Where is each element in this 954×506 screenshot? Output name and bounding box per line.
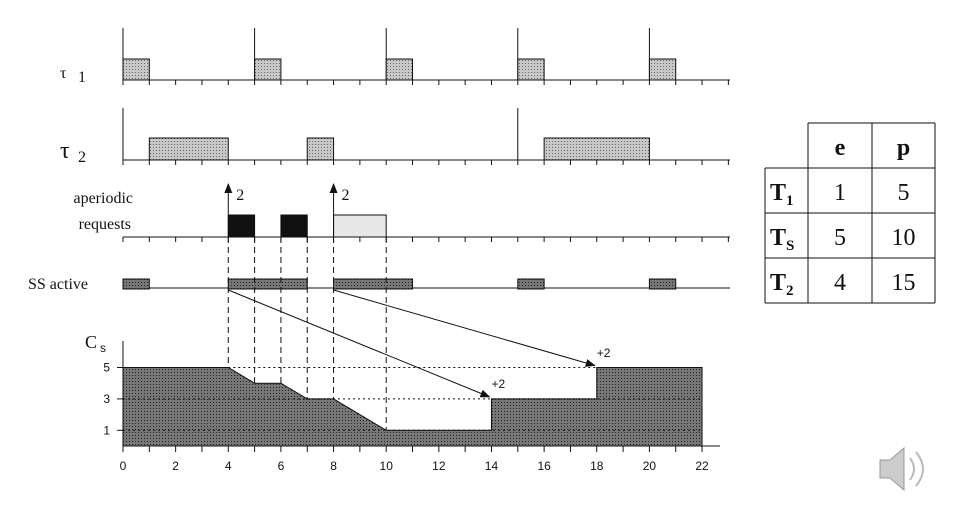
time-tick: 8	[330, 459, 337, 473]
time-tick: 12	[432, 459, 446, 473]
ss-active-label: SS active	[28, 276, 88, 293]
time-tick: 20	[643, 459, 657, 473]
tau1-job	[122, 58, 150, 81]
table-task-sub: 2	[786, 283, 794, 299]
aperiodic-label: requests	[79, 216, 131, 233]
tau2-job	[306, 137, 335, 161]
request-amount: 2	[236, 187, 244, 204]
time-tick: 16	[537, 459, 551, 473]
tau2-job	[148, 137, 229, 161]
tau1-job	[648, 58, 677, 81]
speaker-icon[interactable]	[879, 446, 924, 492]
time-tick: 6	[278, 459, 285, 473]
request-amount: 2	[342, 187, 350, 204]
table-task: T	[770, 225, 786, 251]
time-tick: 18	[590, 459, 604, 473]
tau2-sub: 2	[78, 149, 86, 166]
table-task-sub: S	[786, 238, 794, 254]
capacity-area	[122, 367, 703, 447]
replenishment: +2	[491, 377, 505, 391]
capacity-tick: 1	[103, 423, 110, 437]
capacity-tick: 5	[103, 361, 110, 375]
time-tick: 0	[120, 459, 127, 473]
time-tick: 2	[172, 459, 179, 473]
tau1-job	[385, 58, 414, 81]
time-tick: 4	[225, 459, 232, 473]
table-header: p	[897, 135, 910, 161]
ss-active-slot	[333, 278, 414, 290]
ss-active-slot	[122, 278, 150, 290]
time-tick: 22	[695, 459, 709, 473]
ss-active-slot	[648, 278, 677, 290]
table-e: 4	[834, 270, 846, 296]
ss-active-slot	[517, 278, 545, 290]
cs-sub: s	[100, 341, 106, 355]
ss-active-slot	[227, 278, 308, 290]
table-task: T	[770, 270, 786, 296]
table-p: 15	[892, 270, 916, 296]
line	[228, 289, 491, 398]
line	[333, 289, 596, 367]
tau1-sub: 1	[78, 69, 86, 86]
tau2-job	[543, 137, 650, 161]
aperiodic-job	[227, 214, 256, 238]
table-p: 10	[892, 225, 916, 251]
table-task: T	[770, 180, 786, 206]
time-tick: 14	[485, 459, 499, 473]
time-tick: 10	[380, 459, 394, 473]
capacity-tick: 3	[103, 392, 110, 406]
tau1-job	[517, 58, 545, 81]
aperiodic-job	[333, 214, 387, 238]
tau2-label: τ	[60, 138, 70, 164]
tau1-job	[254, 58, 282, 81]
table-e: 5	[834, 225, 846, 251]
table-p: 5	[898, 180, 910, 206]
replenishment: +2	[597, 346, 611, 360]
tau1-label: τ	[60, 65, 67, 82]
aperiodic-label: aperiodic	[73, 190, 133, 207]
table-header: e	[835, 135, 846, 161]
table-e: 1	[834, 180, 846, 206]
aperiodic-job	[280, 214, 308, 238]
cs-label: C	[85, 332, 97, 352]
table-task-sub: 1	[786, 193, 794, 209]
